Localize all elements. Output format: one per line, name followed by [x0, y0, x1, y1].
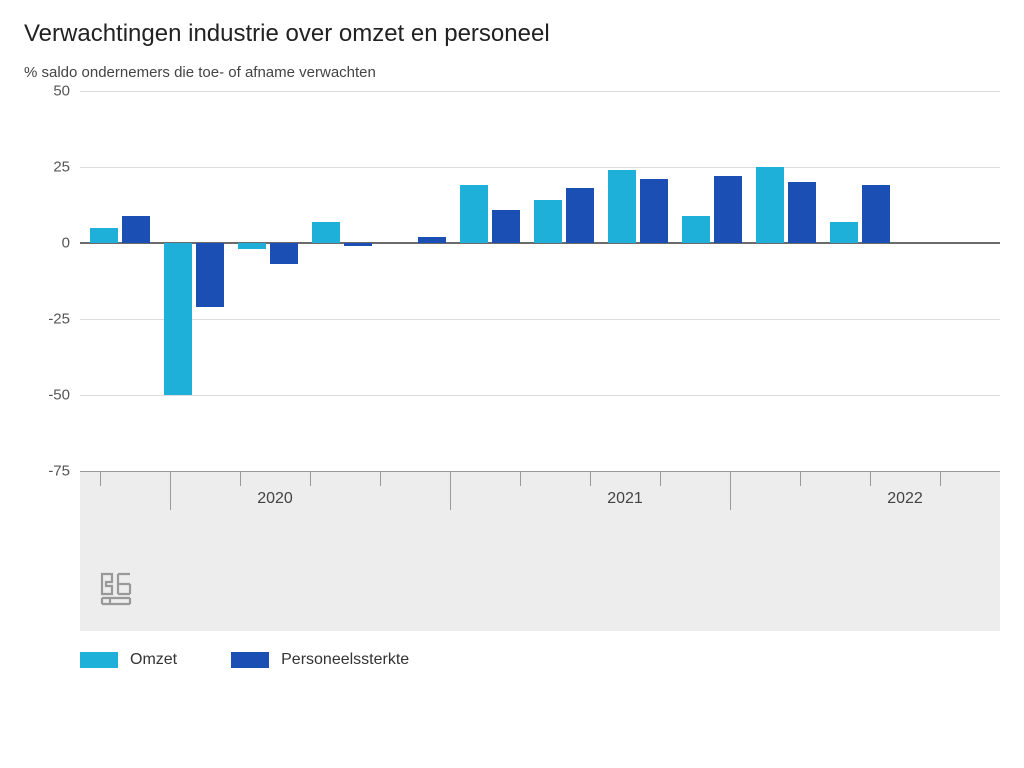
bar	[164, 243, 192, 395]
bar	[90, 228, 118, 243]
x-minor-tick	[240, 472, 241, 486]
y-tick-label: -25	[30, 311, 70, 328]
x-year-label: 2021	[607, 490, 643, 508]
x-major-tick	[730, 472, 731, 510]
bar	[714, 176, 742, 243]
y-tick-label: -75	[30, 463, 70, 480]
x-year-label: 2022	[887, 490, 923, 508]
x-minor-tick	[310, 472, 311, 486]
plot-area	[80, 91, 1000, 471]
gridline	[80, 167, 1000, 168]
bar	[238, 243, 266, 249]
chart-container: 50250-25-50-75 202020212022 Omzet Person…	[24, 91, 1000, 631]
bar	[270, 243, 298, 264]
bar	[830, 222, 858, 243]
x-axis-area: 2020 2021 2022	[80, 471, 1000, 631]
bar	[312, 222, 340, 243]
x-major-tick	[450, 472, 451, 510]
bar	[788, 182, 816, 243]
chart-title: Verwachtingen industrie over omzet en pe…	[24, 20, 1000, 48]
gridline	[80, 91, 1000, 92]
bar	[418, 237, 446, 243]
legend-swatch	[231, 652, 269, 668]
chart-subtitle: % saldo ondernemers die toe- of afname v…	[24, 64, 1000, 81]
x-major-tick	[170, 472, 171, 510]
x-minor-tick	[380, 472, 381, 486]
bar	[196, 243, 224, 307]
cbs-logo-icon	[96, 570, 136, 615]
y-tick-label: 0	[30, 235, 70, 252]
legend: Omzet Personeelssterkte	[80, 651, 409, 669]
x-minor-tick	[940, 472, 941, 486]
legend-label: Personeelssterkte	[281, 651, 409, 669]
bar	[862, 185, 890, 243]
bar	[534, 200, 562, 243]
legend-item-omzet: Omzet	[80, 651, 177, 669]
legend-item-personeel: Personeelssterkte	[231, 651, 409, 669]
bar	[640, 179, 668, 243]
bar	[492, 210, 520, 243]
x-minor-tick	[520, 472, 521, 486]
y-tick-label: 25	[30, 159, 70, 176]
y-tick-label: -50	[30, 387, 70, 404]
bar	[756, 167, 784, 243]
legend-swatch	[80, 652, 118, 668]
legend-label: Omzet	[130, 651, 177, 669]
x-minor-tick	[800, 472, 801, 486]
bar	[344, 243, 372, 246]
bar	[122, 216, 150, 243]
gridline	[80, 395, 1000, 396]
bar	[608, 170, 636, 243]
x-minor-tick	[590, 472, 591, 486]
bar	[460, 185, 488, 243]
bar	[566, 188, 594, 243]
x-minor-tick	[660, 472, 661, 486]
x-year-label: 2020	[257, 490, 293, 508]
bar	[682, 216, 710, 243]
y-tick-label: 50	[30, 83, 70, 100]
x-minor-tick	[870, 472, 871, 486]
x-minor-tick	[100, 472, 101, 486]
gridline	[80, 319, 1000, 320]
